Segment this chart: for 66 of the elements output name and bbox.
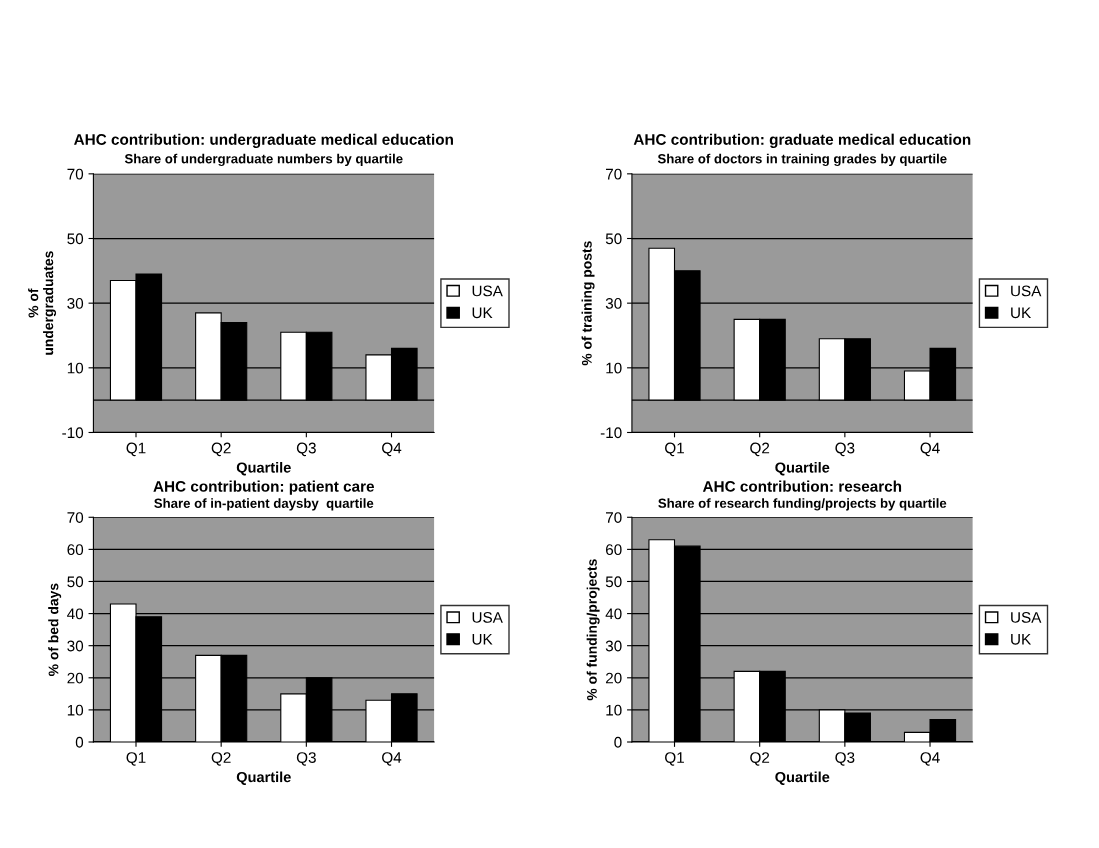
- legend-label: UK: [472, 634, 493, 645]
- x-tick-label: Q3: [835, 752, 855, 766]
- y-tick-label: 30: [67, 640, 84, 652]
- chart-subtitle: Share of research funding/projects by quartile: [658, 498, 947, 511]
- chart-title: AHC contribution: patient care: [153, 480, 375, 495]
- y-tick-label: 50: [67, 576, 84, 588]
- legend-label: USA: [1011, 611, 1042, 623]
- x-tick-label: Q3: [296, 442, 316, 457]
- x-tick-label: Q4: [920, 442, 940, 457]
- legend-label: USA: [1011, 285, 1042, 297]
- y-tick-label: 30: [67, 298, 84, 309]
- x-tick-label: Q4: [382, 752, 402, 766]
- y-tick-label: -10: [600, 427, 622, 439]
- y-tick-label: 0: [75, 736, 84, 748]
- x-tick-label: Q1: [665, 752, 684, 766]
- y-tick-label: 30: [605, 298, 622, 309]
- y-tick-label: 10: [67, 704, 84, 716]
- y-tick-label: 20: [605, 672, 622, 684]
- chart-title: AHC contribution: graduate medical education: [633, 133, 971, 148]
- x-axis-title: Quartile: [775, 462, 830, 476]
- y-tick-label: 0: [614, 736, 622, 748]
- y-axis-title: % of undergraduates: [28, 251, 57, 355]
- x-tick-label: Q2: [211, 752, 231, 766]
- legend-label: USA: [472, 285, 503, 297]
- x-tick-label: Q2: [750, 442, 770, 457]
- y-tick-label: 60: [605, 544, 622, 556]
- y-tick-label: 70: [67, 168, 84, 180]
- y-tick-label: 10: [606, 362, 622, 374]
- y-tick-label: 50: [605, 233, 622, 245]
- x-tick-label: Q3: [835, 442, 855, 457]
- x-tick-label: Q2: [750, 752, 770, 766]
- y-tick-label: 40: [67, 608, 84, 620]
- y-tick-label: 70: [605, 168, 622, 180]
- x-axis-title: Quartile: [236, 771, 291, 785]
- y-tick-label: 10: [67, 362, 84, 374]
- x-tick-label: Q1: [665, 442, 684, 457]
- y-tick-label: 50: [605, 576, 622, 588]
- chart-title: AHC contribution: undergraduate medical education: [74, 133, 453, 148]
- chart-subtitle: Share of in-patient daysby quartile: [154, 498, 374, 511]
- y-tick-label: 50: [67, 233, 84, 245]
- y-tick-label: 40: [605, 608, 622, 620]
- x-tick-label: Q2: [211, 442, 231, 457]
- x-tick-label: Q1: [126, 752, 146, 766]
- x-axis-title: Quartile: [236, 462, 291, 476]
- x-tick-label: Q4: [382, 442, 402, 457]
- y-axis-title: % of training posts: [581, 241, 595, 366]
- chart-title: AHC contribution: research: [702, 480, 902, 492]
- legend-label: UK: [1011, 634, 1032, 645]
- y-tick-label: 70: [605, 512, 622, 523]
- chart-subtitle: Share of undergraduate numbers by quartile: [124, 153, 403, 167]
- x-axis-title: Quartile: [775, 771, 830, 785]
- y-axis-title: % of funding/projects: [586, 559, 600, 701]
- y-tick-label: 10: [606, 704, 622, 716]
- x-tick-label: Q4: [920, 752, 940, 766]
- legend-label: UK: [1011, 307, 1032, 319]
- y-tick-label: 70: [67, 512, 84, 523]
- y-tick-label: -10: [62, 427, 84, 439]
- chart-subtitle: Share of doctors in training grades by quartile: [657, 153, 947, 167]
- legend-label: UK: [472, 307, 493, 319]
- y-tick-label: 60: [67, 544, 84, 556]
- x-tick-label: Q3: [296, 752, 316, 766]
- y-tick-label: 30: [605, 640, 622, 652]
- y-axis-title: % of bed days: [48, 583, 62, 676]
- legend-label: USA: [472, 611, 503, 623]
- x-tick-label: Q1: [126, 442, 146, 457]
- y-tick-label: 20: [67, 672, 84, 684]
